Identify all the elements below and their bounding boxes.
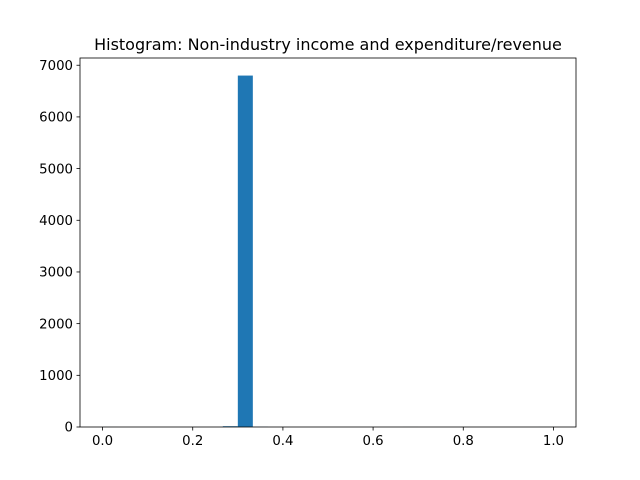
x-tick-label: 0.6	[363, 434, 384, 449]
x-tick-label: 0.4	[272, 434, 293, 449]
x-tick-label: 1.0	[543, 434, 564, 449]
y-tick-label: 0	[65, 421, 73, 436]
y-tick-label: 5000	[39, 162, 73, 177]
x-tick-label: 0.0	[92, 434, 113, 449]
plot-frame	[79, 57, 577, 428]
histogram-bar-2	[237, 75, 253, 428]
y-tick-label: 3000	[39, 266, 73, 281]
y-axis-ticks: 0 1000 2000 3000 4000 5000 6000 7000	[39, 59, 80, 436]
x-axis-ticks: 0.0 0.2 0.4 0.6 0.8 1.0	[92, 427, 564, 449]
y-tick-label: 7000	[39, 59, 73, 74]
y-tick-label: 1000	[39, 369, 73, 384]
y-tick-label: 6000	[39, 111, 73, 126]
x-tick-label: 0.2	[182, 434, 203, 449]
x-tick-label: 0.8	[453, 434, 474, 449]
y-tick-label: 2000	[39, 317, 73, 332]
chart-title: Histogram: Non-industry income and expen…	[94, 35, 562, 54]
y-tick-label: 4000	[39, 214, 73, 229]
